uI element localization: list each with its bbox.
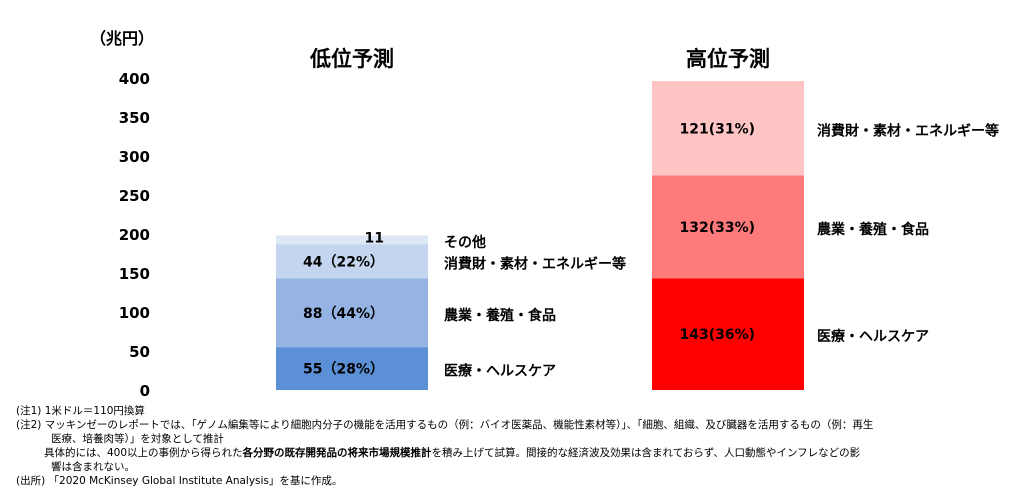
bar-segment xyxy=(276,235,428,245)
note-2-line-1: (注2) マッキンゼーのレポートでは、「ゲノム編集等により細胞内分子の機能を活用… xyxy=(16,419,874,431)
value-labels: 55（28%） 88（44%） 44（22%） 11 143(36%) 132(33%) 1… xyxy=(303,121,755,377)
note-3-bold: 各分野の既存開発品の将来市場規模推計 xyxy=(242,447,432,459)
y-axis-unit-label: （兆円） xyxy=(90,29,154,48)
value-label: 88（44%） xyxy=(303,306,384,322)
segment-series-label: 消費財・素材・エネルギー等 xyxy=(444,255,626,272)
y-tick-label: 0 xyxy=(140,382,150,400)
y-tick-label: 100 xyxy=(119,304,150,322)
bar-segment xyxy=(652,175,804,279)
y-axis: 0 50 100 150 200 250 300 350 400 xyxy=(119,70,150,400)
bars xyxy=(276,81,804,390)
note-3: 具体的には、400以上の事例から得られた各分野の既存開発品の将来市場規模推計を積… xyxy=(16,446,1021,460)
value-label: 55（28%） xyxy=(303,362,384,378)
y-tick-label: 350 xyxy=(119,109,150,127)
value-label: 121(31%) xyxy=(679,121,755,137)
segment-series-label: 医療・ヘルスケア xyxy=(817,328,929,345)
segment-series-label: その他 xyxy=(444,234,486,251)
y-tick-label: 200 xyxy=(119,226,150,244)
y-tick-label: 400 xyxy=(119,70,150,88)
note-2-line-2: 医療、培養肉等）」を対象として推計 xyxy=(51,433,224,445)
bar-segment xyxy=(276,347,428,390)
bar-segment xyxy=(652,278,804,390)
stacked-bar-chart: （兆円） 0 50 100 150 200 250 300 350 400 低位予測 高位予測 5… xyxy=(90,29,999,400)
y-tick-label: 150 xyxy=(119,265,150,283)
bar-segment xyxy=(276,278,428,348)
category-titles: 低位予測 高位予測 xyxy=(309,47,770,71)
bar-segment xyxy=(276,244,428,279)
value-label: 11 xyxy=(365,231,384,247)
source-note: (出所) 「2020 McKinsey Global Institute Ana… xyxy=(16,475,343,487)
category-title: 高位予測 xyxy=(686,47,770,71)
category-title: 低位予測 xyxy=(309,47,394,71)
bar-segment xyxy=(652,81,804,176)
segment-series-label: 農業・養殖・食品 xyxy=(817,221,929,238)
segment-category-labels: 医療・ヘルスケア農業・養殖・食品消費財・素材・エネルギー等その他医療・ヘルスケア… xyxy=(444,122,999,379)
segment-series-label: 医療・ヘルスケア xyxy=(444,363,556,380)
segment-series-label: 農業・養殖・食品 xyxy=(444,307,556,324)
y-tick-label: 250 xyxy=(119,187,150,205)
value-label: 143(36%) xyxy=(679,327,755,343)
segment-series-label: 消費財・素材・エネルギー等 xyxy=(817,122,999,139)
y-tick-label: 50 xyxy=(129,343,150,361)
value-label: 132(33%) xyxy=(679,220,755,236)
note-1: (注1) 1米ドル＝110円換算 xyxy=(16,405,145,417)
footnotes: (注1) 1米ドル＝110円換算 (注2) マッキンゼーのレポートでは、「ゲノム… xyxy=(16,404,1021,488)
y-tick-label: 300 xyxy=(119,148,150,166)
note-3-text-a: 具体的には、400以上の事例から得られた xyxy=(44,447,243,459)
note-3-line-2: 響は含まれない。 xyxy=(51,461,135,473)
value-label: 44（22%） xyxy=(303,254,384,270)
note-3-text-b: を積み上げて試算。間接的な経済波及効果は含まれておらず、人口動態やインフレなどの… xyxy=(431,447,861,459)
